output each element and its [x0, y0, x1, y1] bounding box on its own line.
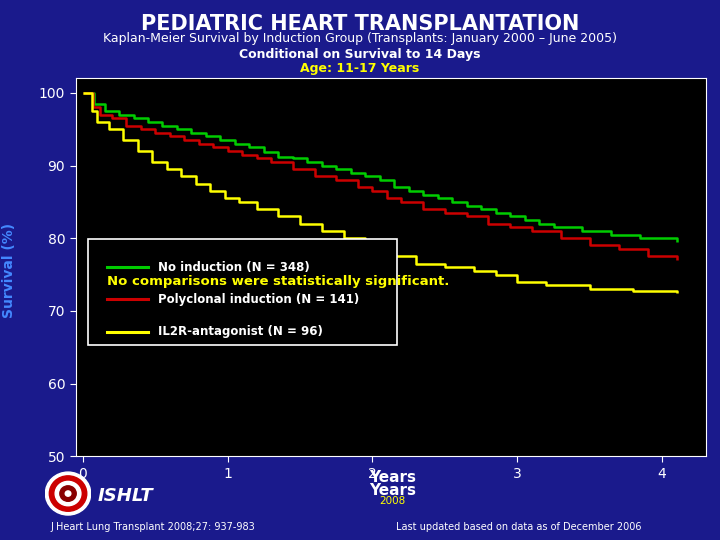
- Text: Survival (%): Survival (%): [1, 222, 16, 318]
- Text: Age: 11-17 Years: Age: 11-17 Years: [300, 62, 420, 75]
- Text: Conditional on Survival to 14 Days: Conditional on Survival to 14 Days: [239, 48, 481, 60]
- Circle shape: [66, 491, 71, 496]
- Text: Years: Years: [369, 483, 416, 498]
- Text: PEDIATRIC HEART TRANSPLANTATION: PEDIATRIC HEART TRANSPLANTATION: [141, 14, 579, 33]
- Text: ISHLT: ISHLT: [97, 487, 153, 505]
- Text: No comparisons were statistically significant.: No comparisons were statistically signif…: [107, 275, 450, 288]
- Text: 2008: 2008: [379, 496, 405, 505]
- Circle shape: [60, 486, 76, 501]
- Circle shape: [49, 476, 86, 511]
- Circle shape: [55, 481, 81, 506]
- Text: Polyclonal induction (N = 141): Polyclonal induction (N = 141): [158, 293, 359, 306]
- Text: Last updated based on data as of December 2006: Last updated based on data as of Decembe…: [396, 522, 642, 531]
- Text: IL2R-antagonist (N = 96): IL2R-antagonist (N = 96): [158, 325, 323, 338]
- Text: J Heart Lung Transplant 2008;27: 937-983: J Heart Lung Transplant 2008;27: 937-983: [50, 522, 255, 531]
- FancyBboxPatch shape: [88, 239, 397, 345]
- Text: Kaplan-Meier Survival by Induction Group (Transplants: January 2000 – June 2005): Kaplan-Meier Survival by Induction Group…: [103, 32, 617, 45]
- Circle shape: [45, 472, 91, 515]
- Text: No induction (N = 348): No induction (N = 348): [158, 261, 310, 274]
- Text: Years: Years: [369, 470, 416, 485]
